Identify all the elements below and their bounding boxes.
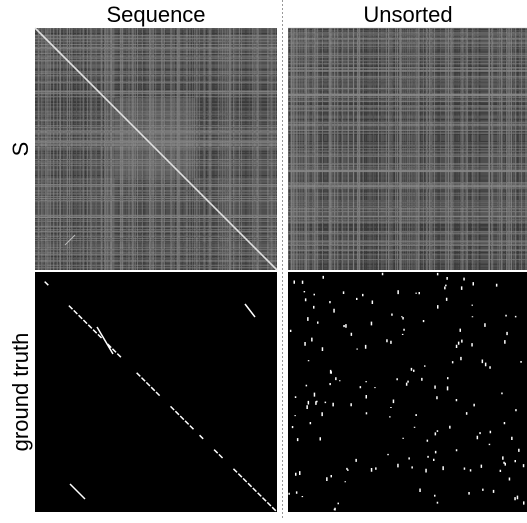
texture <box>288 28 527 270</box>
row-label: S <box>8 142 33 157</box>
match-line <box>44 281 277 512</box>
column-title: Unsorted <box>363 2 452 27</box>
diagonal <box>64 234 76 246</box>
column-title: Sequence <box>106 2 205 27</box>
diagonal <box>34 27 278 271</box>
texture <box>115 98 195 178</box>
panels <box>34 27 527 512</box>
ground-truth <box>288 272 527 512</box>
row-label: ground truth <box>8 333 33 452</box>
texture <box>35 28 277 270</box>
texture <box>35 28 277 270</box>
